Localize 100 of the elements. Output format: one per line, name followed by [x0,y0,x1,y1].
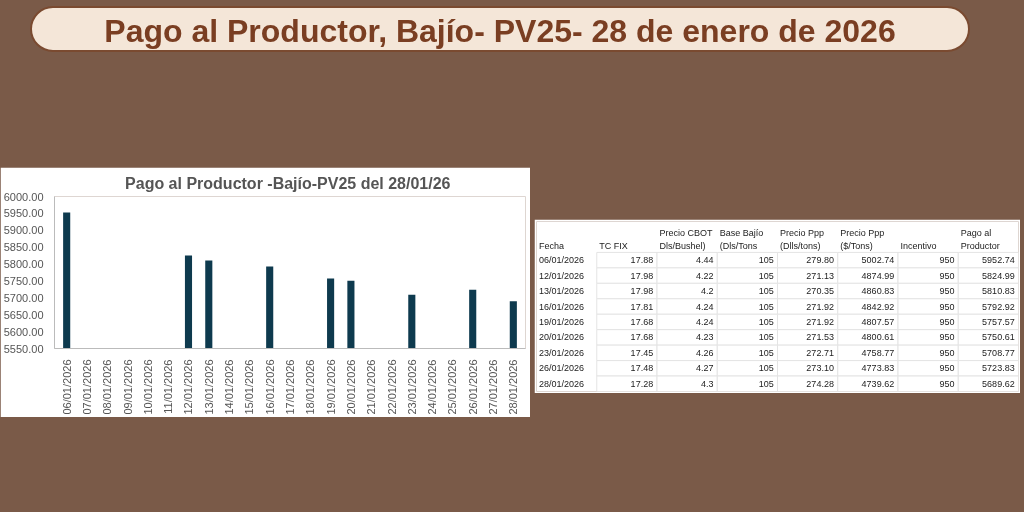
data-label: 17.68 [630,332,654,343]
y-axis-title: Fecha [538,240,564,251]
data-label: 950 [939,301,955,312]
data-label: 4.23 [695,332,714,343]
data-label: 950 [939,316,955,327]
y-tick-label: 06/01/2026 [538,255,584,266]
x-tick-label: 27/01/2026 [487,359,500,415]
y-tick-label: 12/01/2026 [538,270,584,281]
data-label: 105 [758,316,774,327]
data-label: 5792.92 [982,301,1015,312]
data-label: 5952.74 [982,255,1015,266]
data-label: 5824.99 [982,270,1015,281]
data-label: 105 [758,270,774,281]
data-label: 270.35 [806,286,834,297]
data-label: 5002.74 [861,255,895,266]
x-tick-label: Base Bajío (Dls/Tons [719,227,764,251]
x-tick-label: 18/01/2026 [304,359,317,415]
x-tick-label: 25/01/2026 [446,359,459,415]
data-label: 4800.61 [861,332,895,343]
x-tick-label: Precio Ppp (Dlls/tons) [779,227,824,251]
data-label: 17.68 [630,316,654,327]
x-tick-label: 21/01/2026 [365,359,378,415]
x-tick-label: 22/01/2026 [385,359,398,415]
y-tick-label: 5550.00 [3,342,44,355]
y-tick-label: 16/01/2026 [538,301,584,312]
y-tick-label: 5750.00 [3,274,44,287]
data-label: 271.53 [806,332,834,343]
y-tick-label: 5650.00 [3,308,44,321]
data-label: 105 [758,255,774,266]
data-label: 4.2 [700,286,714,297]
y-tick-label: 20/01/2026 [538,332,584,343]
data-label: 950 [939,378,955,389]
chart-title: Pago al Productor, Bajío- PV25- 28 de enero de 2026 [104,12,896,51]
chart-subtitle: Pago al Productor -Bajío-PV25 del 28/01/26 [125,174,451,192]
data-label: 17.45 [630,347,654,358]
x-tick-label: Incentivo [900,240,937,251]
y-tick-label: 5800.00 [3,258,44,271]
y-tick-label: 5850.00 [3,241,44,254]
data-label: 950 [939,255,955,266]
data-label: 272.71 [806,347,834,358]
x-tick-label: 17/01/2026 [284,359,296,415]
x-tick-label: 15/01/2026 [243,359,256,415]
data-label: 950 [939,270,955,281]
x-tick-label: 26/01/2026 [466,359,479,415]
x-tick-label: 19/01/2026 [324,359,337,415]
data-label: 4739.62 [861,378,895,389]
x-tick-label: 08/01/2026 [101,359,114,415]
data-label: 17.98 [630,270,654,281]
y-tick-label: 5600.00 [3,325,44,338]
x-tick-label: 10/01/2026 [141,359,154,415]
data-label: 4.26 [695,347,714,358]
x-tick-label: 20/01/2026 [344,359,357,415]
data-label: 5810.83 [982,286,1015,297]
y-tick-label: 5700.00 [3,291,44,304]
x-tick-label: 13/01/2026 [202,359,215,415]
data-label: 4860.83 [861,286,895,297]
x-tick-label: 23/01/2026 [405,359,418,415]
data-label: 271.13 [806,270,834,281]
data-label: 17.98 [630,286,654,297]
x-tick-label: Pago al Productor [960,227,1000,251]
data-label: 5723.83 [982,363,1015,374]
y-tick-label: 23/01/2026 [538,347,584,358]
data-label: 17.48 [630,363,654,374]
data-label: 4874.99 [861,270,895,281]
data-label: 4.27 [695,363,714,374]
data-label: 273.10 [806,363,834,374]
data-label: 4807.57 [861,316,895,327]
x-tick-label: 11/01/2026 [162,359,175,414]
data-label: 4842.92 [861,301,895,312]
data-label: 5750.61 [982,332,1015,343]
data-label: 17.81 [630,301,654,312]
x-tick-label: 24/01/2026 [426,359,439,415]
data-label: 950 [939,286,955,297]
data-label: 105 [758,363,774,374]
x-tick-label: 16/01/2026 [263,359,276,415]
data-label: 17.88 [630,255,654,266]
x-tick-label: 09/01/2026 [121,359,134,415]
data-label: 4.3 [700,378,714,389]
data-label: 950 [939,347,955,358]
data-label: 950 [939,363,955,374]
x-tick-label: TC FIX [599,240,628,251]
y-tick-label: 5900.00 [3,224,44,237]
y-tick-label: 5950.00 [3,207,44,220]
data-label: 5757.57 [982,316,1015,327]
data-label: 105 [758,347,774,358]
data-label: 5689.62 [982,378,1015,389]
data-label: 105 [758,301,774,312]
x-tick-label: Precio Ppp ($/Tons) [840,227,885,251]
data-label: 4773.83 [861,363,895,374]
data-label: 271.92 [806,316,834,327]
x-tick-label: 14/01/2026 [223,359,236,415]
data-label: 4.24 [695,316,714,327]
data-label: 279.80 [806,255,834,266]
data-label: 105 [758,378,774,389]
data-label: 4.22 [695,270,714,281]
x-tick-label: 07/01/2026 [80,359,93,415]
data-label: 271.92 [806,301,834,312]
x-tick-label: Precio CBOT Dls/Bushel) [659,227,713,251]
data-label: 4.24 [695,301,714,312]
data-label: 17.28 [630,378,654,389]
